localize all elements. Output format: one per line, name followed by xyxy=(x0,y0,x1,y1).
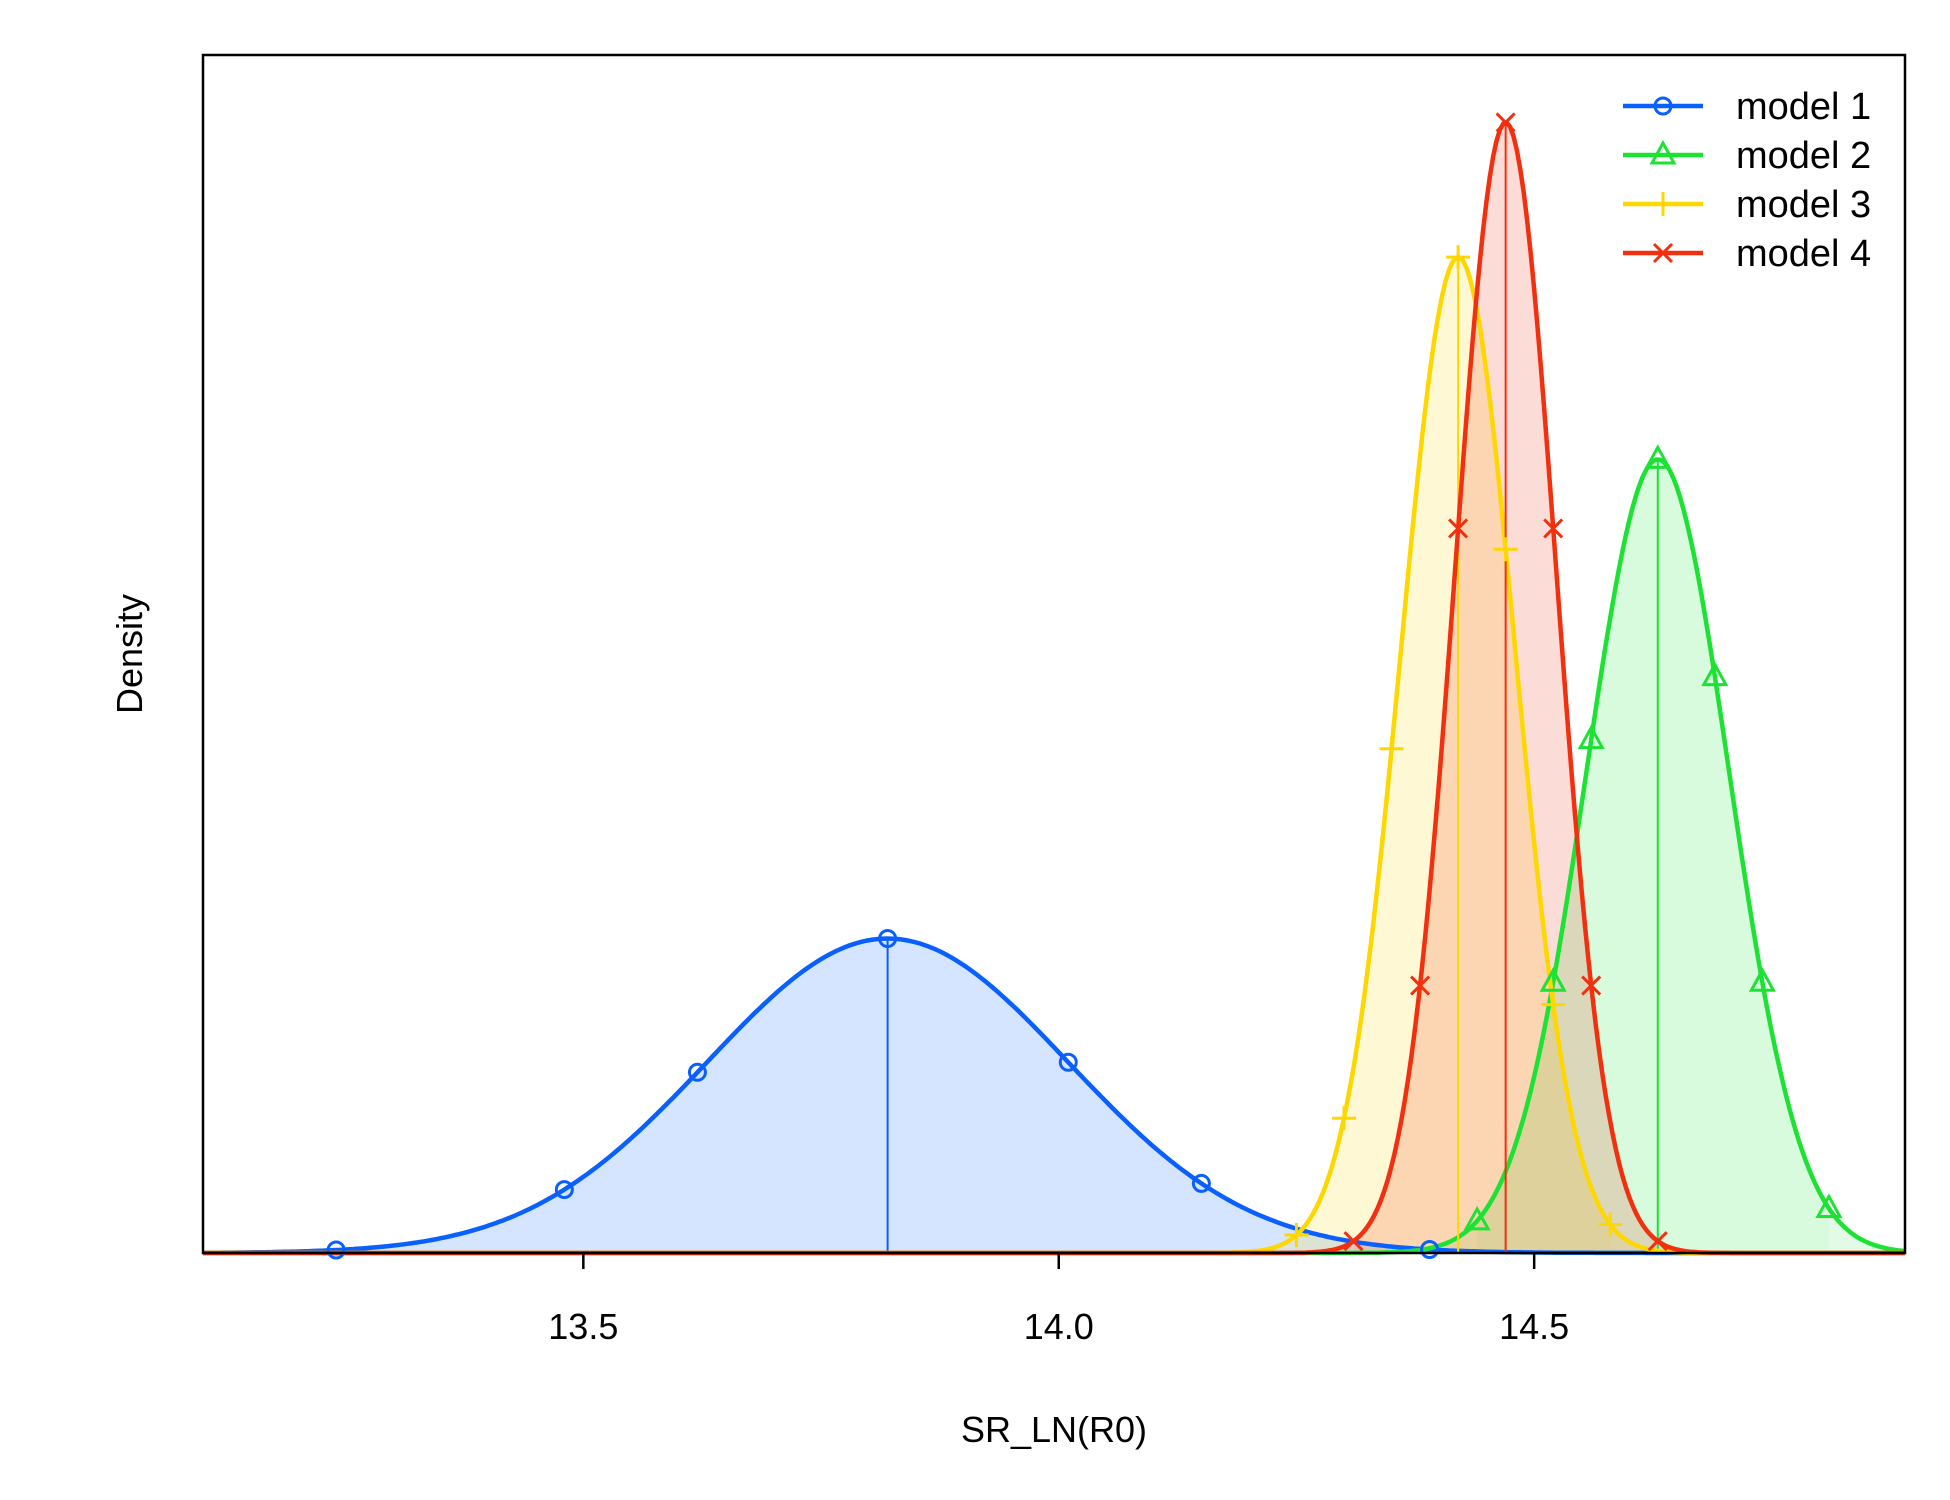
marker-series-4-point-5 xyxy=(1543,518,1564,539)
marker-series-1-point-2 xyxy=(326,1240,346,1260)
legend: model 1 model 2 model 3 model 4 xyxy=(1623,86,1871,275)
legend-marker-3 xyxy=(1651,192,1675,216)
marker-series-2-point-7 xyxy=(1815,1193,1843,1218)
density-fills xyxy=(203,122,1905,1254)
density-markers xyxy=(326,112,1843,1260)
marker-series-4-point-4 xyxy=(1448,518,1469,539)
marker-series-1-point-5 xyxy=(1058,1052,1078,1072)
marker-series-1-point-7 xyxy=(1420,1240,1440,1260)
density-fill-series-1 xyxy=(203,938,1905,1253)
marker-series-2-point-1 xyxy=(1644,444,1672,469)
marker-series-4-point-7 xyxy=(1647,1231,1668,1252)
density-fill-series-4 xyxy=(203,122,1905,1254)
marker-series-2-point-4 xyxy=(1577,724,1605,750)
marker-series-2-point-3 xyxy=(1539,967,1567,992)
x-tick-label-3: 14.5 xyxy=(1499,1306,1569,1347)
x-axis: 13.5 14.0 14.5 xyxy=(548,1253,1569,1347)
marker-series-1-point-6 xyxy=(1191,1173,1211,1193)
marker-series-3-point-3 xyxy=(1332,1106,1357,1131)
density-fill-series-2 xyxy=(203,459,1905,1253)
legend-label-1: model 1 xyxy=(1736,86,1871,128)
legend-marker-4 xyxy=(1652,242,1674,264)
marker-series-4-point-3 xyxy=(1410,975,1431,996)
legend-marker-2 xyxy=(1649,139,1677,165)
legend-label-4: model 4 xyxy=(1736,233,1871,275)
marker-series-3-point-4 xyxy=(1379,736,1404,761)
interval-fill-series-3 xyxy=(1296,257,1611,1253)
marker-series-4-point-1 xyxy=(1495,112,1516,133)
marker-series-1-point-4 xyxy=(687,1062,707,1082)
legend-marker-1 xyxy=(1653,96,1673,116)
marker-series-4-point-6 xyxy=(1581,975,1602,996)
y-axis-label: Density xyxy=(109,594,150,714)
marker-series-3-point-5 xyxy=(1493,537,1518,562)
marker-series-1-point-3 xyxy=(554,1180,574,1200)
marker-series-3-point-7 xyxy=(1598,1212,1623,1237)
x-tick-label-1: 13.5 xyxy=(548,1306,618,1347)
plot-frame xyxy=(201,53,1907,1255)
marker-series-2-point-6 xyxy=(1748,967,1776,992)
marker-series-3-point-1 xyxy=(1446,245,1471,270)
x-tick-label-2: 14.0 xyxy=(1024,1306,1094,1347)
marker-series-3-point-6 xyxy=(1541,992,1566,1017)
marker-series-3-point-2 xyxy=(1284,1223,1309,1248)
marker-series-4-point-2 xyxy=(1343,1231,1364,1252)
marker-series-1-point-1 xyxy=(878,929,898,949)
legend-label-3: model 3 xyxy=(1736,184,1871,226)
interval-fill-series-1 xyxy=(336,938,1430,1253)
marker-series-2-point-5 xyxy=(1701,661,1729,687)
x-axis-label: SR_LN(R0) xyxy=(961,1409,1147,1450)
legend-label-2: model 2 xyxy=(1736,135,1871,177)
density-fill-series-3 xyxy=(203,257,1905,1253)
interval-fill-series-2 xyxy=(1477,459,1829,1253)
marker-series-2-point-2 xyxy=(1463,1205,1491,1231)
